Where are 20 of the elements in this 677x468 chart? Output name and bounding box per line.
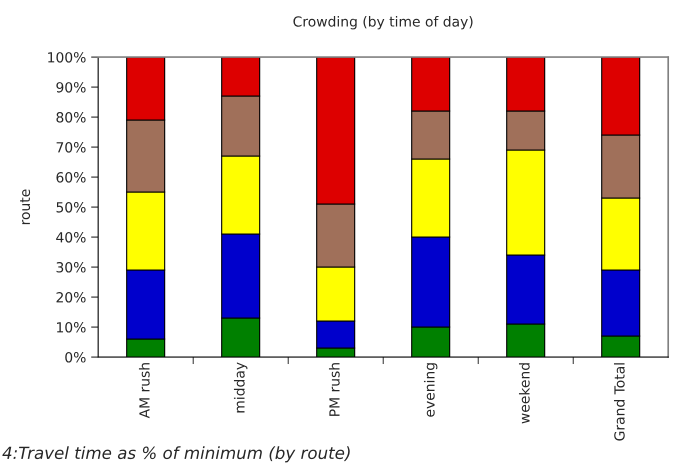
x-tick-label: AM rush bbox=[138, 363, 150, 418]
y-axis-title: route bbox=[20, 189, 30, 224]
y-tick-label: 80% bbox=[56, 112, 86, 123]
y-tick-label: 100% bbox=[48, 52, 86, 63]
y-tick-label: 70% bbox=[56, 142, 86, 153]
x-tick-label: weekend bbox=[518, 363, 530, 424]
y-tick-label: 10% bbox=[57, 322, 86, 333]
x-tick-label: evening bbox=[424, 363, 438, 417]
x-tick-label: midday bbox=[234, 362, 248, 412]
chart-title: Crowding (by time of day) bbox=[293, 16, 473, 30]
x-tick-label: Grand Total bbox=[614, 363, 625, 441]
y-tick-label: 90% bbox=[56, 82, 86, 93]
y-tick-label: 20% bbox=[56, 292, 86, 303]
y-tick-label: 0% bbox=[65, 352, 86, 363]
x-tick-label: PM rush bbox=[328, 363, 340, 416]
y-tick-label: 30% bbox=[56, 262, 86, 273]
text: 4:Travel time as % of minimum (by route) bbox=[2, 446, 350, 462]
y-tick-label: 50% bbox=[56, 202, 86, 213]
y-tick-label: 40% bbox=[56, 232, 86, 243]
y-tick-label: 60% bbox=[56, 172, 86, 183]
